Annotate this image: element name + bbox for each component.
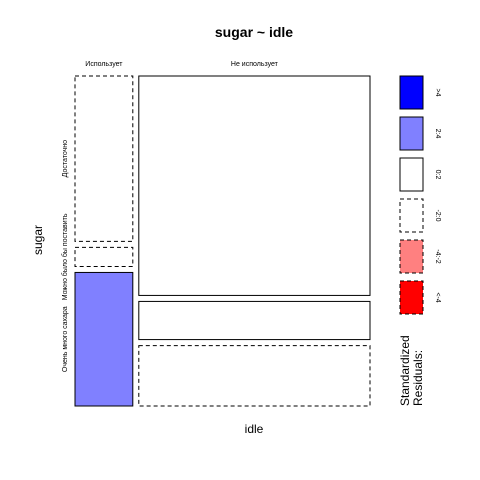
tile-col2-row1 <box>138 75 371 296</box>
column-label-2: Не использует <box>231 61 279 68</box>
legend-swatch-4 <box>399 75 424 110</box>
column-label-1: Использует <box>85 61 123 68</box>
legend: >4 2:4 0:2 -2:0 -4:-2 <-4 Standardized Residual… <box>398 75 441 406</box>
column-labels: Использует Не использует <box>85 61 278 68</box>
legend-label-5: -4:-2 <box>434 249 441 264</box>
legend-swatch-4 <box>399 280 424 315</box>
row-label-2: Можно было бы поставить <box>61 213 69 300</box>
tile-col2-row3 <box>138 345 371 407</box>
row-label-3: Очень много сахара <box>62 306 69 372</box>
legend-swatch-0-2 <box>399 157 424 192</box>
legend-swatch-2-0 <box>399 198 424 233</box>
legend-title-line-1: Standardized <box>398 335 412 406</box>
row-labels: Достаточно Можно было бы поставить Очень м… <box>61 140 69 372</box>
legend-label-4: -2:0 <box>434 209 441 221</box>
legend-title-line-2: Residuals: <box>411 350 425 406</box>
chart-title: sugar ~ idle <box>215 24 293 40</box>
legend-swatch-2-4 <box>399 116 424 151</box>
legend-label-2: 2:4 <box>434 129 441 139</box>
tile-col1-row2 <box>74 246 134 267</box>
row-label-1: Достаточно <box>62 140 69 177</box>
tile-col2-row2 <box>138 300 371 341</box>
tile-col1-row3 <box>74 271 134 407</box>
y-axis-label: sugar <box>31 225 45 255</box>
legend-label-6: <-4 <box>434 292 441 302</box>
legend-label-1: >4 <box>434 89 441 97</box>
x-axis-label: idle <box>245 422 264 436</box>
legend-label-3: 0:2 <box>434 170 441 180</box>
legend-swatch-4-2 <box>399 239 424 274</box>
tile-col1-row1 <box>74 75 134 242</box>
mosaic-tiles <box>74 75 371 407</box>
